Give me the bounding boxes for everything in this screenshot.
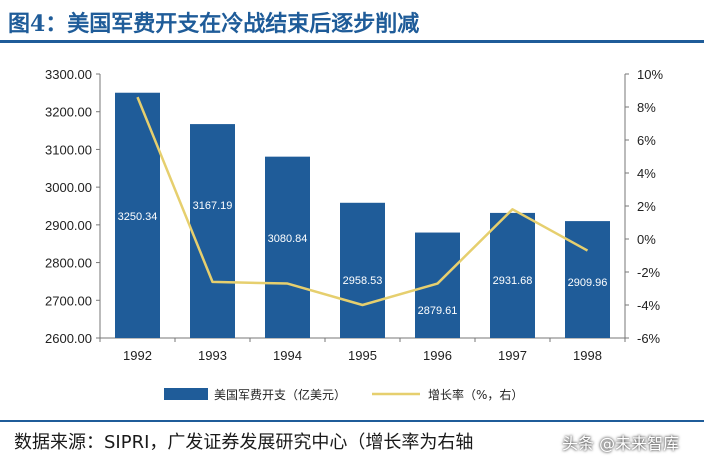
left-tick-label: 3000.00	[45, 180, 92, 195]
chart: 2600.00 2700.00 2800.00 2900.00 3000.00 3100.…	[45, 67, 663, 402]
bar-data-label: 3167.19	[193, 200, 233, 212]
x-tick-label: 1995	[348, 348, 377, 363]
right-tick-label: 0%	[637, 232, 656, 247]
x-tick-label: 1998	[573, 348, 602, 363]
bar-data-label: 2879.61	[418, 305, 458, 317]
right-tick-label: 10%	[637, 67, 663, 82]
left-tick-label: 3300.00	[45, 67, 92, 82]
bar	[415, 232, 460, 338]
bar-data-label: 3250.34	[118, 211, 158, 223]
bar	[490, 212, 535, 338]
right-tick-label: 6%	[637, 133, 656, 148]
title-divider	[0, 40, 704, 43]
source-note: 数据来源：SIPRI，广发证券发展研究中心（增长率为右轴	[14, 432, 474, 453]
footer-divider	[0, 420, 704, 422]
x-tick-label: 1992	[123, 348, 152, 363]
bar	[190, 124, 235, 338]
x-tick-label: 1997	[498, 348, 527, 363]
watermark: 头条 @未来智库	[562, 434, 680, 453]
legend-bar-label: 美国军费开支（亿美元）	[214, 387, 346, 402]
bar-data-label: 2958.53	[343, 275, 383, 287]
bar	[340, 202, 385, 338]
left-tick-label: 3200.00	[45, 105, 92, 120]
title-bar: 图4：美国军费开支在冷战结束后逐步削减	[0, 0, 704, 44]
bar	[265, 156, 310, 338]
bar-data-label: 2931.68	[493, 275, 533, 287]
bar-data-label: 2909.96	[568, 277, 608, 289]
left-tick-label: 2800.00	[45, 256, 92, 271]
left-tick-label: 2600.00	[45, 331, 92, 346]
legend-bar-swatch	[164, 388, 208, 400]
x-tick-label: 1996	[423, 348, 452, 363]
bar-data-label: 3080.84	[268, 233, 308, 245]
right-tick-label: 8%	[637, 100, 656, 115]
right-tick-label: -6%	[637, 331, 661, 346]
x-tick-label: 1993	[198, 348, 227, 363]
right-tick-label: 4%	[637, 166, 656, 181]
right-tick-label: -4%	[637, 298, 661, 313]
chart-title: 图4：美国军费开支在冷战结束后逐步削减	[8, 11, 420, 37]
right-tick-label: 2%	[637, 199, 656, 214]
legend-line-label: 增长率（%，右）	[428, 387, 523, 402]
left-tick-label: 2700.00	[45, 293, 92, 308]
left-tick-label: 2900.00	[45, 218, 92, 233]
right-tick-label: -2%	[637, 265, 661, 280]
left-tick-label: 3100.00	[45, 142, 92, 157]
bar	[565, 221, 610, 338]
growth-line	[136, 96, 589, 307]
x-tick-label: 1994	[273, 348, 302, 363]
